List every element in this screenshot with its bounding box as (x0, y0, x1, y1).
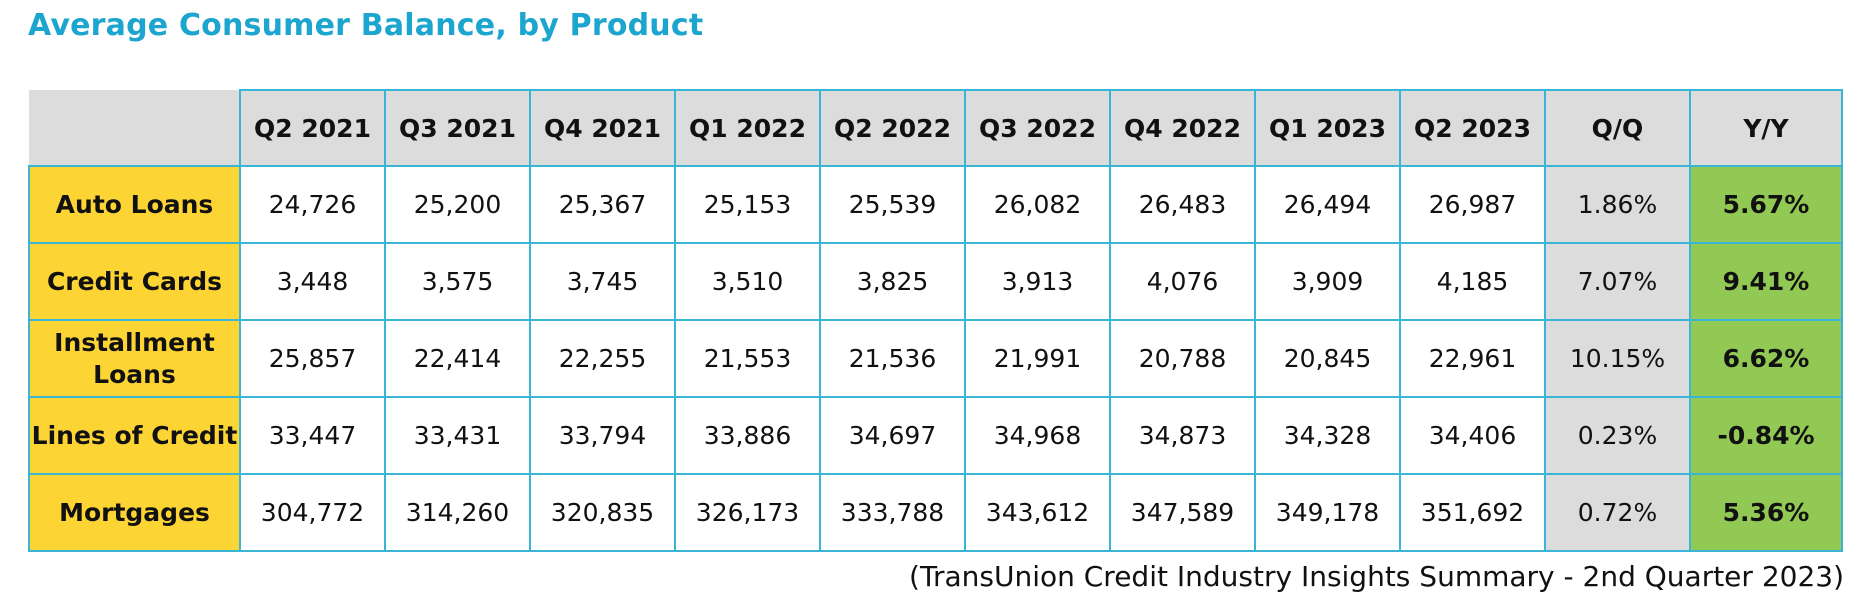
value-cell: 33,794 (529, 396, 676, 475)
value-cell: 3,575 (384, 242, 531, 321)
yy-cell: -0.84% (1689, 396, 1843, 475)
value-cell: 3,510 (674, 242, 821, 321)
value-cell: 351,692 (1399, 473, 1546, 552)
value-cell: 25,153 (674, 165, 821, 244)
table-body: Auto Loans 24,726 25,200 25,367 25,153 25,539… (28, 165, 1843, 552)
row-label: Lines of Credit (28, 396, 241, 475)
column-header: Q4 2021 (529, 89, 676, 167)
value-cell: 33,886 (674, 396, 821, 475)
value-cell: 34,328 (1254, 396, 1401, 475)
value-cell: 33,431 (384, 396, 531, 475)
value-cell: 33,447 (239, 396, 386, 475)
row-label: Credit Cards (28, 242, 241, 321)
value-cell: 26,082 (964, 165, 1111, 244)
value-cell: 3,745 (529, 242, 676, 321)
value-cell: 25,857 (239, 319, 386, 398)
column-header: Q3 2021 (384, 89, 531, 167)
value-cell: 25,367 (529, 165, 676, 244)
value-cell: 25,200 (384, 165, 531, 244)
qq-cell: 1.86% (1544, 165, 1691, 244)
yy-cell: 5.36% (1689, 473, 1843, 552)
value-cell: 304,772 (239, 473, 386, 552)
yy-cell: 9.41% (1689, 242, 1843, 321)
balance-table: Q2 2021 Q3 2021 Q4 2021 Q1 2022 Q2 2022 Q3 20… (28, 89, 1843, 552)
value-cell: 347,589 (1109, 473, 1256, 552)
value-cell: 20,845 (1254, 319, 1401, 398)
column-header: Q1 2022 (674, 89, 821, 167)
row-label: Auto Loans (28, 165, 241, 244)
value-cell: 22,414 (384, 319, 531, 398)
value-cell: 26,483 (1109, 165, 1256, 244)
row-label: Mortgages (28, 473, 241, 552)
value-cell: 320,835 (529, 473, 676, 552)
table-row: Credit Cards 3,448 3,575 3,745 3,510 3,825 3,9… (28, 242, 1843, 321)
value-cell: 349,178 (1254, 473, 1401, 552)
yy-cell: 5.67% (1689, 165, 1843, 244)
chart-title: Average Consumer Balance, by Product (28, 8, 704, 43)
value-cell: 25,539 (819, 165, 966, 244)
value-cell: 22,961 (1399, 319, 1546, 398)
source-citation: (TransUnion Credit Industry Insights Sum… (909, 560, 1844, 593)
value-cell: 343,612 (964, 473, 1111, 552)
table-row: Lines of Credit 33,447 33,431 33,794 33,886 3… (28, 396, 1843, 475)
value-cell: 26,494 (1254, 165, 1401, 244)
value-cell: 34,873 (1109, 396, 1256, 475)
table-row: Mortgages 304,772 314,260 320,835 326,173 333… (28, 473, 1843, 552)
value-cell: 4,076 (1109, 242, 1256, 321)
column-header: Q1 2023 (1254, 89, 1401, 167)
row-label: Installment Loans (28, 319, 241, 398)
value-cell: 20,788 (1109, 319, 1256, 398)
qq-cell: 10.15% (1544, 319, 1691, 398)
header-row: Q2 2021 Q3 2021 Q4 2021 Q1 2022 Q2 2022 Q3 20… (29, 89, 1843, 167)
column-header: Q2 2023 (1399, 89, 1546, 167)
value-cell: 21,553 (674, 319, 821, 398)
value-cell: 22,255 (529, 319, 676, 398)
value-cell: 314,260 (384, 473, 531, 552)
value-cell: 26,987 (1399, 165, 1546, 244)
yy-cell: 6.62% (1689, 319, 1843, 398)
corner-cell (29, 90, 241, 167)
value-cell: 333,788 (819, 473, 966, 552)
column-header-qq: Q/Q (1544, 89, 1691, 167)
qq-cell: 0.23% (1544, 396, 1691, 475)
value-cell: 34,406 (1399, 396, 1546, 475)
value-cell: 3,825 (819, 242, 966, 321)
value-cell: 3,913 (964, 242, 1111, 321)
value-cell: 21,991 (964, 319, 1111, 398)
table-row: Installment Loans 25,857 22,414 22,255 21,55… (28, 319, 1843, 398)
table-row: Auto Loans 24,726 25,200 25,367 25,153 25,539… (28, 165, 1843, 244)
qq-cell: 7.07% (1544, 242, 1691, 321)
qq-cell: 0.72% (1544, 473, 1691, 552)
column-header: Q4 2022 (1109, 89, 1256, 167)
value-cell: 3,909 (1254, 242, 1401, 321)
column-header: Q3 2022 (964, 89, 1111, 167)
value-cell: 21,536 (819, 319, 966, 398)
value-cell: 4,185 (1399, 242, 1546, 321)
column-header: Q2 2021 (239, 89, 386, 167)
value-cell: 24,726 (239, 165, 386, 244)
value-cell: 34,968 (964, 396, 1111, 475)
value-cell: 34,697 (819, 396, 966, 475)
column-header-yy: Y/Y (1689, 89, 1843, 167)
value-cell: 326,173 (674, 473, 821, 552)
value-cell: 3,448 (239, 242, 386, 321)
column-header: Q2 2022 (819, 89, 966, 167)
